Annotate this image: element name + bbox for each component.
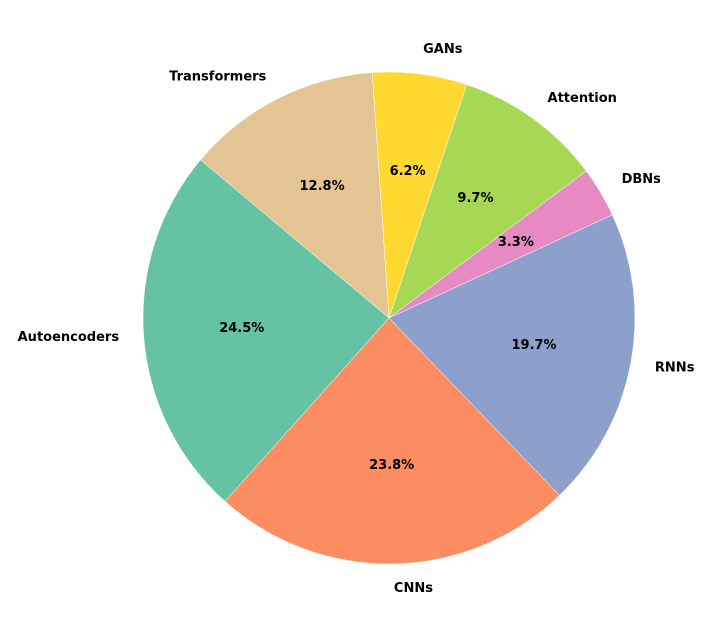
pie-slice bbox=[142, 159, 390, 502]
value-label: 24.5% bbox=[219, 321, 264, 336]
slice-label: Autoencoders bbox=[18, 330, 120, 345]
value-label: 19.7% bbox=[511, 338, 556, 353]
slice-label: DBNs bbox=[622, 172, 662, 187]
value-label: 23.8% bbox=[369, 458, 414, 473]
slice-label: Transformers bbox=[169, 69, 266, 84]
pie-slice bbox=[200, 72, 390, 319]
slice-label: GANs bbox=[423, 42, 463, 57]
value-label: 9.7% bbox=[457, 191, 493, 206]
value-label: 6.2% bbox=[390, 164, 426, 179]
slice-label: RNNs bbox=[655, 361, 695, 376]
pie-slice bbox=[388, 84, 587, 319]
slice-label: Attention bbox=[548, 91, 617, 106]
slice-label: CNNs bbox=[394, 581, 433, 596]
value-label: 12.8% bbox=[300, 179, 345, 194]
pie-slice bbox=[388, 214, 636, 496]
value-label: 3.3% bbox=[498, 235, 534, 250]
pie-slice bbox=[224, 317, 560, 565]
